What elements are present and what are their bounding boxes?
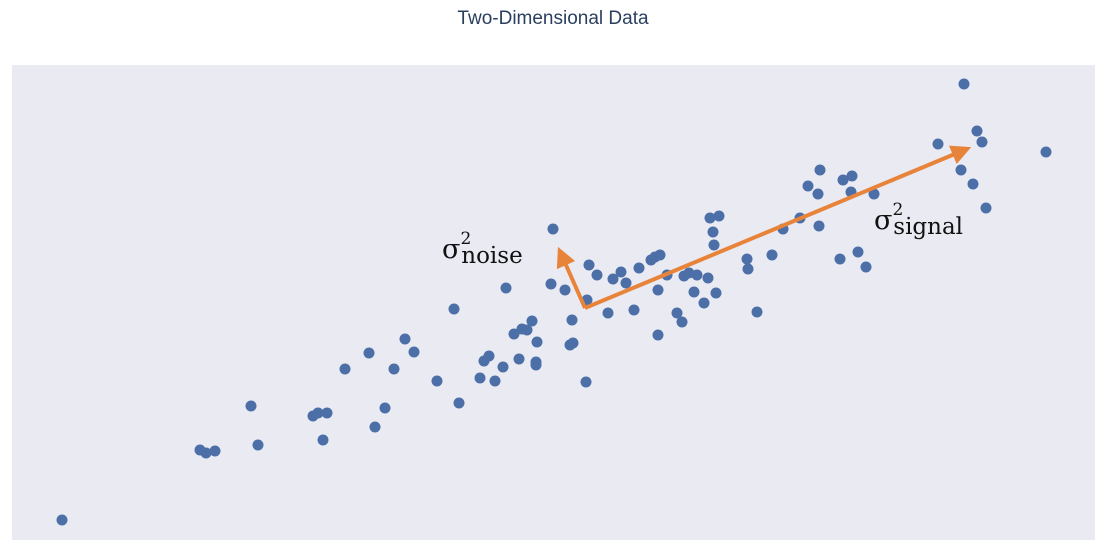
point <box>489 375 501 387</box>
point <box>602 307 614 319</box>
point <box>704 212 716 224</box>
point <box>474 372 486 384</box>
point <box>615 266 627 278</box>
point <box>245 400 257 412</box>
point <box>583 259 595 271</box>
point <box>976 136 988 148</box>
point <box>521 324 533 336</box>
point <box>531 336 543 348</box>
superscript: 2 <box>892 200 903 220</box>
point <box>802 180 814 192</box>
point <box>702 272 714 284</box>
point <box>580 376 592 388</box>
point <box>1040 146 1052 158</box>
point <box>967 178 979 190</box>
point <box>448 303 460 315</box>
point <box>852 246 864 258</box>
point <box>497 361 509 373</box>
point <box>834 253 846 265</box>
point <box>955 164 967 176</box>
point <box>483 350 495 362</box>
superscript: 2 <box>460 229 471 249</box>
point <box>431 375 443 387</box>
point <box>868 188 880 200</box>
point <box>369 421 381 433</box>
plot-area <box>12 65 1095 540</box>
point <box>321 407 333 419</box>
point <box>508 328 520 340</box>
point <box>628 304 640 316</box>
point <box>399 333 411 345</box>
point <box>547 223 559 235</box>
point <box>707 226 719 238</box>
point <box>688 286 700 298</box>
point <box>526 315 538 327</box>
point <box>500 282 512 294</box>
point <box>837 174 849 186</box>
subscript: signal <box>893 214 963 240</box>
point <box>513 353 525 365</box>
point <box>860 261 872 273</box>
point <box>710 287 722 299</box>
point <box>846 170 858 182</box>
subscript: noise <box>461 243 522 269</box>
points <box>56 78 1052 526</box>
point <box>200 447 212 459</box>
point <box>559 284 571 296</box>
point <box>633 262 645 274</box>
chart-title: Two-Dimensional Data <box>457 8 649 29</box>
point <box>209 445 221 457</box>
signal-label: σ2 signal <box>874 200 963 240</box>
point <box>363 347 375 359</box>
point <box>620 277 632 289</box>
noise-label: σ2 noise <box>442 229 523 269</box>
point <box>654 249 666 261</box>
point <box>652 329 664 341</box>
point <box>812 188 824 200</box>
point <box>339 363 351 375</box>
point <box>317 434 329 446</box>
point <box>980 202 992 214</box>
point <box>751 306 763 318</box>
signal-arrow <box>584 145 972 310</box>
point <box>312 407 324 419</box>
point <box>607 273 619 285</box>
point <box>698 297 710 309</box>
symbol: σ <box>874 205 892 236</box>
point <box>671 307 683 319</box>
point <box>713 210 725 222</box>
point <box>453 397 465 409</box>
point <box>652 284 664 296</box>
point <box>530 359 542 371</box>
point <box>742 263 754 275</box>
point <box>813 220 825 232</box>
point <box>932 138 944 150</box>
symbol: σ <box>442 234 460 265</box>
point <box>971 125 983 137</box>
point <box>766 249 778 261</box>
point <box>56 514 68 526</box>
point <box>958 78 970 90</box>
noise-arrow <box>556 246 587 309</box>
point <box>691 269 703 281</box>
point <box>708 239 720 251</box>
point <box>252 439 264 451</box>
point <box>388 363 400 375</box>
point <box>566 314 578 326</box>
point <box>545 278 557 290</box>
point <box>814 164 826 176</box>
point <box>379 402 391 414</box>
point <box>676 316 688 328</box>
point <box>408 346 420 358</box>
point <box>591 269 603 281</box>
point <box>741 253 753 265</box>
point <box>567 337 579 349</box>
